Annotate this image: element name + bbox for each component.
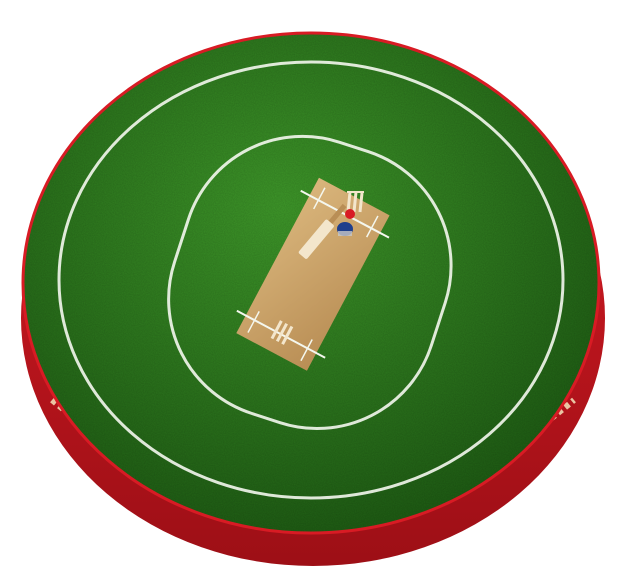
stump xyxy=(352,191,358,213)
bat-blade xyxy=(298,219,334,259)
stump xyxy=(346,191,352,213)
top-stumps xyxy=(346,191,364,213)
bat-handle xyxy=(328,203,347,224)
stump xyxy=(275,322,288,343)
ball-edge-lip xyxy=(21,31,601,535)
stump xyxy=(281,325,294,345)
crease-top xyxy=(300,189,390,239)
inner-fielding-circle xyxy=(167,134,453,431)
return-crease-bl xyxy=(247,311,260,333)
stump xyxy=(358,192,364,213)
return-crease-br xyxy=(300,339,313,362)
return-crease-tr xyxy=(365,215,379,238)
return-crease-tl xyxy=(313,187,326,210)
helmet-grill xyxy=(338,231,352,236)
boundary-line xyxy=(57,60,565,500)
cricket-bat xyxy=(298,203,347,259)
helmet xyxy=(337,222,353,236)
cricket-ball xyxy=(345,209,355,219)
stump xyxy=(270,320,283,340)
